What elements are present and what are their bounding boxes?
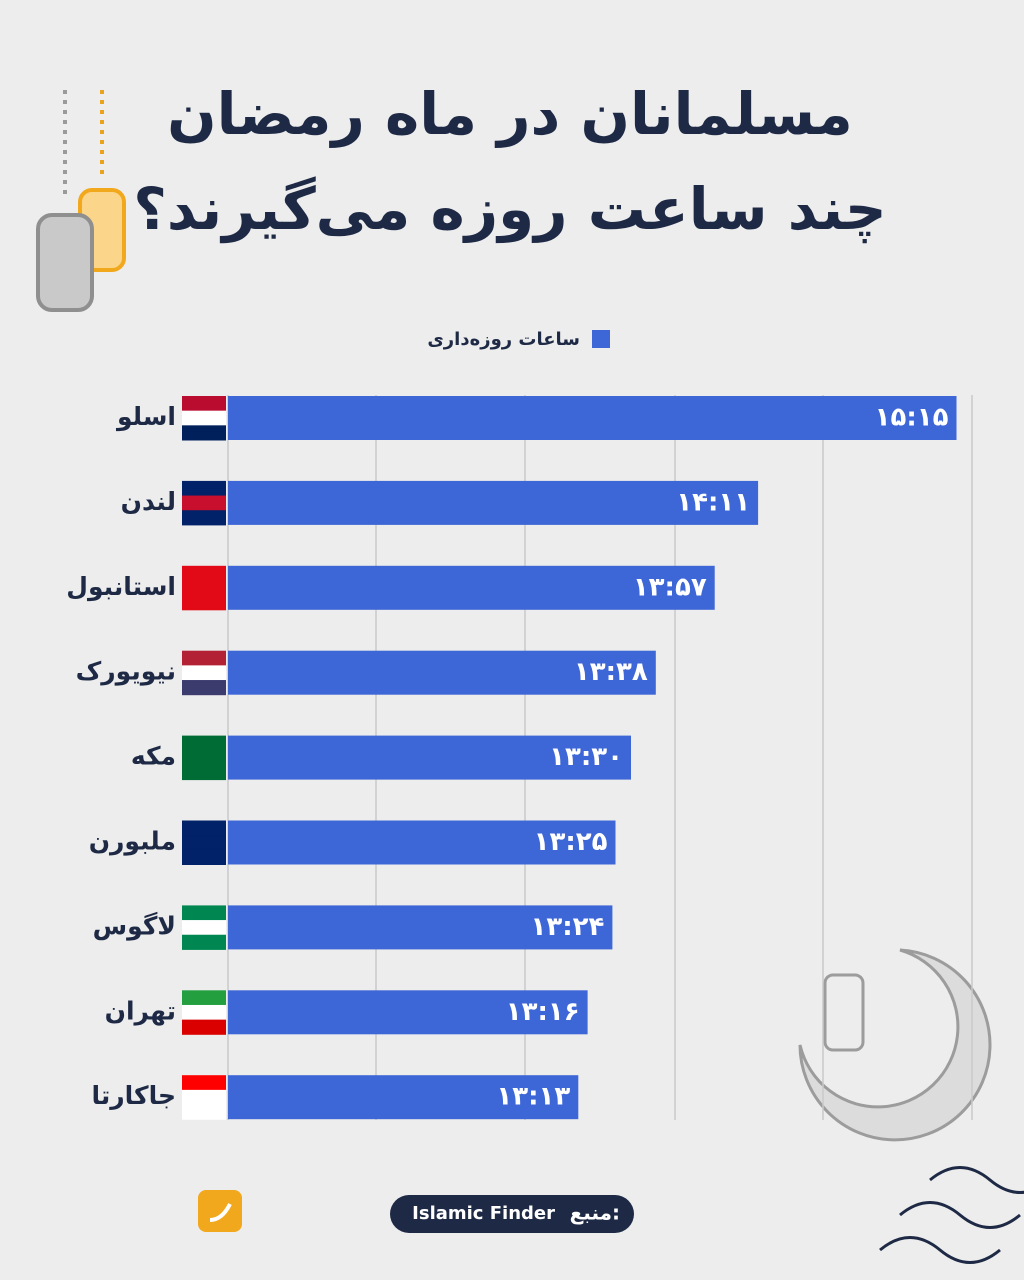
flag xyxy=(182,1089,226,1106)
flag xyxy=(182,480,226,497)
flag xyxy=(182,835,226,851)
value-label: ۱۳:۳۸ xyxy=(574,657,648,687)
category-label: لندن xyxy=(121,487,176,516)
category-label: لاگوس xyxy=(93,911,176,941)
category-label: جاکارتا xyxy=(92,1081,177,1110)
flag xyxy=(182,650,226,666)
flag xyxy=(182,565,226,581)
flag xyxy=(182,1019,226,1035)
flag xyxy=(182,764,226,781)
value-label: ۱۳:۱۳ xyxy=(496,1082,570,1112)
flag xyxy=(182,934,226,950)
flag xyxy=(182,735,226,751)
value-label: ۱۳:۲۴ xyxy=(531,912,605,942)
flag xyxy=(182,680,226,696)
moon-decoration xyxy=(798,948,992,1142)
flag xyxy=(182,665,226,681)
bar xyxy=(228,480,759,525)
flag xyxy=(182,425,226,441)
category-label: ملبورن xyxy=(89,827,176,857)
flag xyxy=(182,410,226,426)
legend-label: ساعات روزه‌داری xyxy=(427,329,580,350)
wave-decoration xyxy=(879,1166,1024,1264)
lantern-decoration xyxy=(36,90,126,312)
flag xyxy=(182,750,226,766)
flag xyxy=(182,1075,226,1091)
bar xyxy=(228,990,588,1035)
legend-swatch xyxy=(592,330,610,348)
value-label: ۱۳:۲۵ xyxy=(534,827,608,857)
flag xyxy=(182,495,226,511)
bar xyxy=(228,650,656,695)
flag xyxy=(182,396,226,412)
flag xyxy=(182,580,226,596)
bar xyxy=(228,820,616,865)
flag xyxy=(182,905,226,921)
bar xyxy=(228,396,957,440)
category-label: نیویورک xyxy=(76,657,176,687)
flag xyxy=(182,595,226,611)
source-pill xyxy=(390,1195,634,1233)
source-name: Islamic Finder xyxy=(412,1203,555,1224)
chart-title: مسلمانان در ماه رمضان xyxy=(167,80,853,148)
flag xyxy=(182,920,226,936)
flag xyxy=(182,849,226,865)
category-label: اسلو xyxy=(115,402,176,432)
flag xyxy=(182,1004,226,1021)
source-label: منبع: xyxy=(570,1201,620,1225)
value-label: ۱۳:۵۷ xyxy=(633,572,707,602)
category-label: استانبول xyxy=(66,572,176,602)
chart-title: چند ساعت روزه می‌گیرند؟ xyxy=(133,175,886,244)
flag xyxy=(182,1104,226,1120)
value-label: ۱۳:۳۰ xyxy=(549,742,623,772)
bar xyxy=(228,905,613,950)
value-label: ۱۴:۱۱ xyxy=(676,487,750,517)
flag xyxy=(182,510,226,526)
logo xyxy=(198,1190,242,1232)
flag xyxy=(182,820,226,836)
value-label: ۱۵:۱۵ xyxy=(875,403,949,433)
category-label: تهران xyxy=(105,996,176,1026)
flag xyxy=(182,990,226,1006)
bar xyxy=(228,565,715,610)
bar xyxy=(228,735,631,780)
bar xyxy=(228,1075,579,1120)
value-label: ۱۳:۱۶ xyxy=(506,997,580,1027)
category-label: مکه xyxy=(131,742,176,771)
